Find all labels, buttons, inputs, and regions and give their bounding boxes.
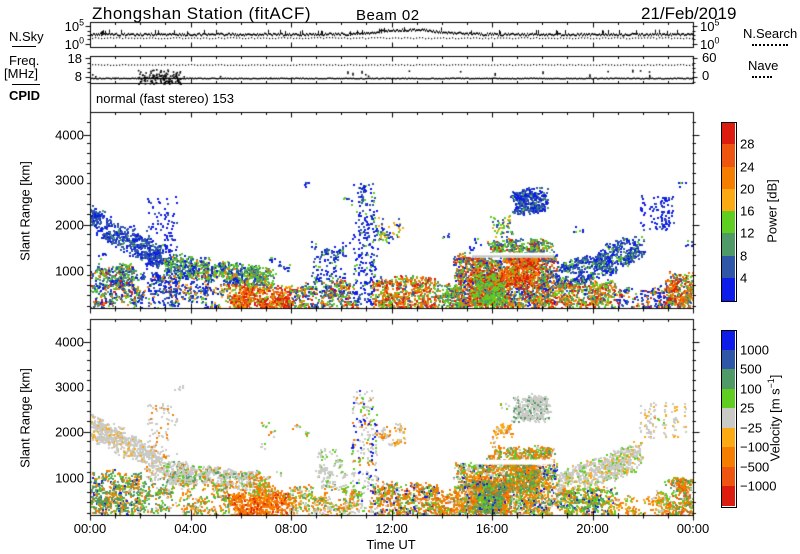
power-colorbar-swatch — [721, 166, 735, 190]
velocity-colorbar-swatch — [721, 447, 735, 468]
velocity-colorbar-swatch — [721, 408, 735, 429]
nsky-ytick-top: 105 — [64, 17, 84, 34]
power-colorbar-tick-label: 4 — [740, 270, 748, 286]
beam-label: Beam 02 — [356, 7, 420, 24]
nave-ytick-bottom: 0 — [702, 68, 710, 83]
power-colorbar-tick-label: 20 — [740, 181, 755, 197]
nsky-solid-legend-icon — [12, 46, 36, 47]
cpid-value: normal (fast stereo) 153 — [96, 91, 235, 106]
velocity-yaxis-tick-label: 1000 — [55, 470, 84, 485]
xaxis-tick-label: 20:00 — [576, 521, 609, 536]
freq-solid-legend-icon — [12, 84, 40, 85]
nsearch-label: N.Search — [743, 26, 798, 41]
power-colorbar-tick-label: 16 — [740, 203, 755, 219]
nsearch-dotted-legend-icon — [752, 44, 788, 46]
power-yaxis-title: Slant Range [km] — [17, 161, 33, 261]
velocity-colorbar-swatch — [721, 369, 735, 390]
power-yaxis-tick-label: 2000 — [55, 217, 84, 233]
power-yaxis-tick-label: 1000 — [55, 263, 84, 278]
velocity-colorbar-tick-label: 25 — [740, 400, 755, 416]
velocity-colorbar-swatch — [721, 388, 735, 409]
nsky-label: N.Sky — [9, 29, 44, 44]
velocity-colorbar-tick-label: −25 — [740, 420, 763, 436]
date-label: 21/Feb/2019 — [641, 4, 737, 23]
cpid-label: CPID — [9, 88, 41, 103]
power-colorbar-swatch — [721, 188, 735, 212]
velocity-colorbar-swatch — [721, 330, 735, 350]
power-colorbar-swatch — [721, 277, 735, 301]
power-colorbar-swatch — [721, 211, 735, 234]
freq-ytick-bottom: 8 — [74, 69, 82, 84]
velocity-colorbar-tick-label: −100 — [740, 439, 770, 455]
velocity-colorbar-tick-label: −1000 — [740, 478, 777, 494]
freq-ytick-top: 18 — [67, 51, 82, 66]
xaxis-tick-label: 00:00 — [676, 521, 710, 536]
velocity-colorbar-tick-label: −500 — [740, 459, 770, 475]
freq-label-line2: [MHz] — [4, 66, 38, 81]
page-title: Zhongshan Station (fitACF) — [92, 4, 311, 23]
power-colorbar-swatch — [721, 255, 735, 279]
velocity-colorbar-swatch — [721, 466, 735, 487]
freq-label-line1: Freq. — [9, 53, 40, 68]
velocity-colorbar-tick-label: 100 — [740, 381, 762, 397]
velocity-colorbar-swatch — [721, 486, 735, 507]
power-yaxis-tick-label: 4000 — [55, 127, 84, 143]
xaxis-tick-label: 12:00 — [375, 521, 408, 536]
nave-dotted-legend-icon — [752, 76, 772, 78]
xaxis-tick-label: 08:00 — [274, 521, 308, 536]
power-colorbar-frame — [720, 121, 737, 302]
power-colorbar-swatch — [721, 144, 735, 168]
power-colorbar-swatch — [721, 122, 735, 145]
power-colorbar-title: Power [dB] — [764, 179, 780, 243]
velocity-yaxis-title: Slant Range [km] — [17, 368, 33, 468]
xaxis-title: Time UT — [366, 537, 416, 552]
power-colorbar-tick-label: 28 — [740, 136, 755, 152]
xaxis-tick-label: 04:00 — [174, 521, 207, 536]
velocity-yaxis-tick-label: 2000 — [55, 424, 84, 440]
velocity-colorbar-frame — [720, 329, 737, 508]
velocity-colorbar-tick-label: 500 — [740, 361, 762, 377]
nsky-ytick-top-right: 105 — [700, 17, 720, 34]
velocity-yaxis-tick-label: 3000 — [55, 379, 84, 395]
xaxis-tick-label: 16:00 — [475, 521, 509, 536]
nsky-ytick-bottom: 100 — [64, 35, 84, 52]
power-yaxis-tick-label: 3000 — [55, 172, 84, 188]
velocity-colorbar-title: Velocity [m s−1] — [766, 374, 783, 462]
power-colorbar-swatch — [721, 233, 735, 257]
velocity-colorbar-tick-label: 1000 — [740, 342, 769, 358]
velocity-colorbar-swatch — [721, 349, 735, 370]
xaxis-tick-label: 00:00 — [73, 521, 107, 536]
power-colorbar-tick-label: 8 — [740, 248, 748, 263]
nave-ytick-top: 60 — [702, 50, 717, 65]
nave-label: Nave — [748, 58, 779, 73]
nsky-ytick-bottom-right: 100 — [700, 35, 720, 52]
power-colorbar-tick-label: 24 — [740, 159, 755, 174]
velocity-yaxis-tick-label: 4000 — [55, 334, 84, 350]
velocity-colorbar-swatch — [721, 427, 735, 448]
power-colorbar-tick-label: 12 — [740, 225, 755, 241]
